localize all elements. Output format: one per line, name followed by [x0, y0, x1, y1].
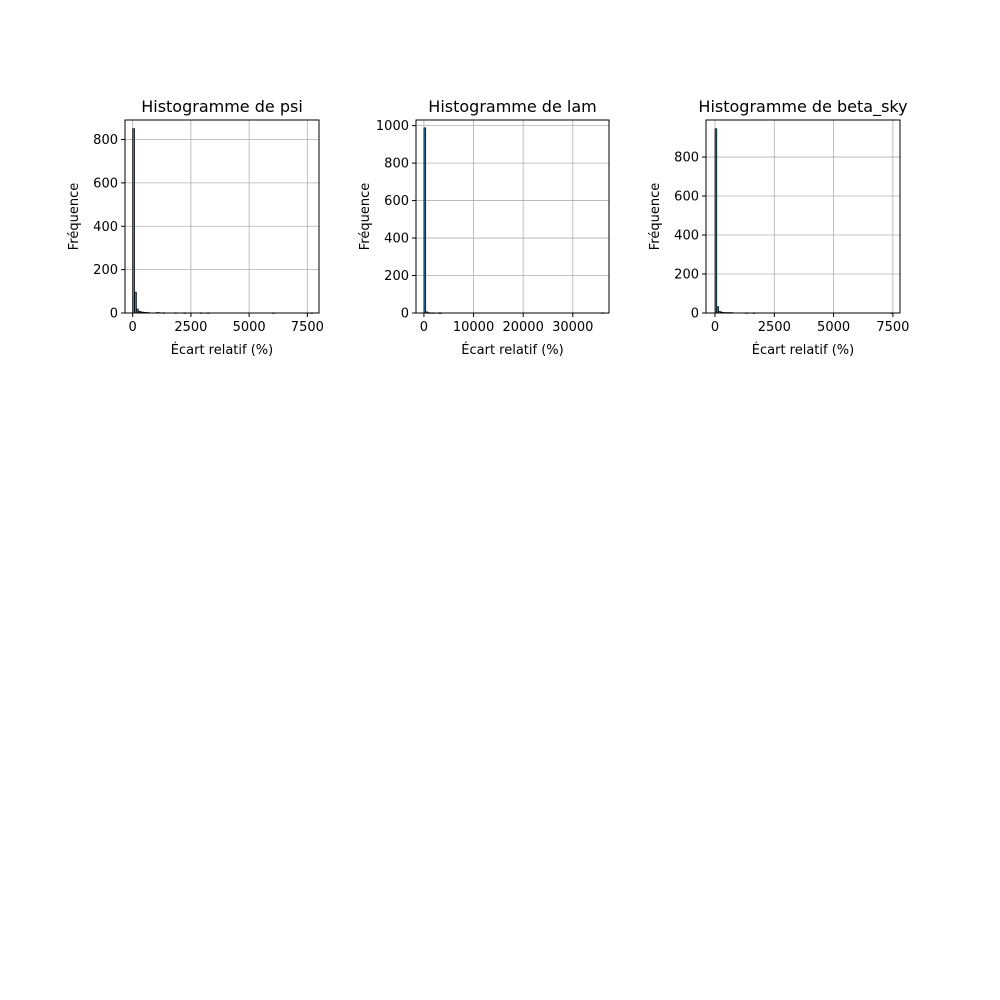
histogram-bar — [132, 128, 135, 314]
lam-histogram-panel: 0 10000 20000 30000 0 200 400 600 800 1000 Histogr… — [358, 97, 610, 358]
x-tick-label: 7500 — [876, 320, 909, 335]
y-tick-label: 200 — [384, 269, 409, 284]
plot-frame — [124, 119, 320, 314]
y-tick-label: 800 — [93, 133, 118, 148]
y-tick-label: 400 — [384, 232, 409, 247]
y-tick-label: 400 — [93, 220, 118, 235]
y-tick-label: 600 — [384, 194, 409, 209]
histogram-bar — [714, 128, 718, 314]
y-tick-label: 200 — [93, 263, 118, 278]
x-axis-label: Écart relatif (%) — [461, 342, 563, 358]
x-tick-label: 2500 — [758, 320, 791, 335]
y-tick-label: 0 — [691, 307, 699, 322]
chart-title: Histogramme de lam — [428, 97, 596, 116]
chart-title: Histogramme de psi — [141, 97, 303, 116]
y-tick-label: 0 — [110, 307, 118, 322]
x-tick-label: 0 — [711, 320, 719, 335]
x-tick-label: 20000 — [502, 320, 543, 335]
y-tick-label: 600 — [93, 176, 118, 191]
x-tick-label: 0 — [420, 320, 428, 335]
x-tick-label: 0 — [129, 320, 137, 335]
y-tick-label: 0 — [401, 307, 409, 322]
y-tick-label: 600 — [674, 190, 699, 205]
x-tick-label: 5000 — [817, 320, 850, 335]
y-tick-label: 800 — [674, 151, 699, 166]
x-tick-label: 10000 — [453, 320, 494, 335]
x-axis-label: Écart relatif (%) — [171, 342, 273, 358]
y-tick-label: 200 — [674, 268, 699, 283]
y-tick-label: 400 — [674, 229, 699, 244]
x-tick-label: 7500 — [291, 320, 324, 335]
beta-sky-histogram-panel: 0 2500 5000 7500 0 200 400 600 800 Histogramme de… — [648, 97, 909, 358]
x-tick-label: 5000 — [233, 320, 266, 335]
y-tick-label: 800 — [384, 157, 409, 172]
x-tick-label: 2500 — [174, 320, 207, 335]
x-axis-label: Écart relatif (%) — [752, 342, 854, 358]
y-axis-label: Fréquence — [358, 183, 373, 250]
plot-frame — [705, 119, 901, 314]
chart-title: Histogramme de beta_sky — [698, 97, 907, 117]
y-tick-label: 1000 — [376, 119, 409, 134]
psi-histogram-panel: 0 2500 5000 7500 0 200 400 600 800 Histogramme de… — [67, 97, 324, 358]
y-axis-label: Fréquence — [648, 183, 663, 250]
y-axis-label: Fréquence — [67, 183, 82, 250]
histogram-bar — [423, 127, 427, 314]
x-tick-label: 30000 — [552, 320, 593, 335]
plot-frame — [415, 119, 610, 314]
